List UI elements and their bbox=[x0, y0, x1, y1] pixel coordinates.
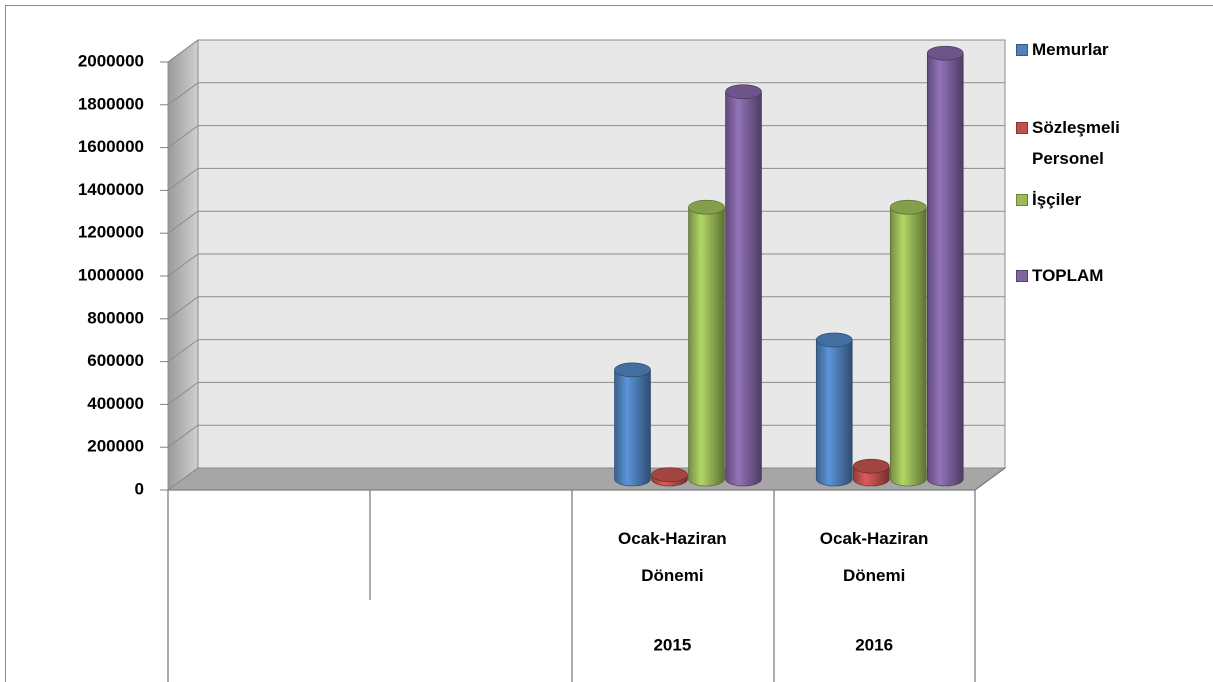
plot: 0 200000 400000 600000 800000 1000000 1200000 1… bbox=[78, 39, 1005, 654]
grid-line bbox=[167, 253, 199, 277]
bar-cap bbox=[815, 332, 853, 348]
y-tick-label: 1200000 bbox=[78, 223, 144, 242]
bar-cap bbox=[926, 45, 964, 61]
legend-swatch bbox=[1016, 194, 1028, 206]
y-tick-label: 200000 bbox=[87, 437, 144, 456]
legend-label: TOPLAM bbox=[1032, 266, 1104, 285]
legend-item: TOPLAM bbox=[1016, 260, 1182, 291]
bar bbox=[815, 339, 853, 487]
x-tick-label: Ocak-Haziran Dönemi bbox=[820, 529, 929, 585]
legend-swatch bbox=[1016, 270, 1028, 282]
legend-label: Memurlar bbox=[1032, 40, 1109, 59]
legend-item: Sözleşmeli Personel bbox=[1016, 112, 1152, 174]
y-tick-label: 400000 bbox=[87, 394, 144, 413]
axis-line bbox=[974, 467, 1006, 491]
grid-line bbox=[167, 467, 199, 491]
bar-cap bbox=[651, 467, 688, 483]
grid-line bbox=[167, 424, 199, 448]
y-tick-label: 1000000 bbox=[78, 265, 144, 284]
bar-cap bbox=[889, 199, 927, 215]
x-tick-label: Ocak-Haziran Dönemi bbox=[618, 529, 727, 585]
y-tick-label: 0 bbox=[135, 479, 144, 498]
legend-swatch bbox=[1016, 122, 1028, 134]
bar bbox=[614, 369, 651, 487]
chart-border bbox=[5, 5, 1213, 682]
bar bbox=[889, 207, 927, 487]
bar-cap bbox=[614, 362, 651, 378]
grid-line bbox=[167, 339, 199, 363]
y-tick-label: 2000000 bbox=[78, 51, 144, 70]
bar bbox=[926, 53, 964, 487]
grid-line bbox=[167, 39, 199, 63]
grid-line bbox=[167, 296, 199, 320]
y-tick-label: 1600000 bbox=[78, 137, 144, 156]
grid-line bbox=[167, 167, 199, 191]
grid-line bbox=[167, 125, 199, 149]
x-group-label: 2016 bbox=[855, 635, 893, 654]
legend-label: İşçiler bbox=[1032, 190, 1082, 209]
bar-cap bbox=[725, 84, 762, 99]
y-tick-label: 1800000 bbox=[78, 94, 144, 113]
bar bbox=[725, 91, 762, 487]
y-tick-label: 600000 bbox=[87, 351, 144, 370]
category-axis bbox=[167, 467, 1006, 682]
y-tick-label: 800000 bbox=[87, 308, 144, 327]
y-tick-label: 1400000 bbox=[78, 180, 144, 199]
x-group-label: 2015 bbox=[653, 635, 691, 654]
grid-line bbox=[167, 381, 199, 405]
grid-line bbox=[167, 210, 199, 234]
legend-item: İşçiler bbox=[1016, 184, 1182, 215]
legend-label: Sözleşmeli Personel bbox=[1032, 118, 1120, 168]
bar-cap bbox=[688, 199, 725, 215]
legend-swatch bbox=[1016, 44, 1028, 56]
bar-cap bbox=[852, 458, 890, 474]
grid-line bbox=[167, 82, 199, 106]
legend-item: Memurlar bbox=[1016, 34, 1182, 65]
bar bbox=[688, 207, 725, 487]
